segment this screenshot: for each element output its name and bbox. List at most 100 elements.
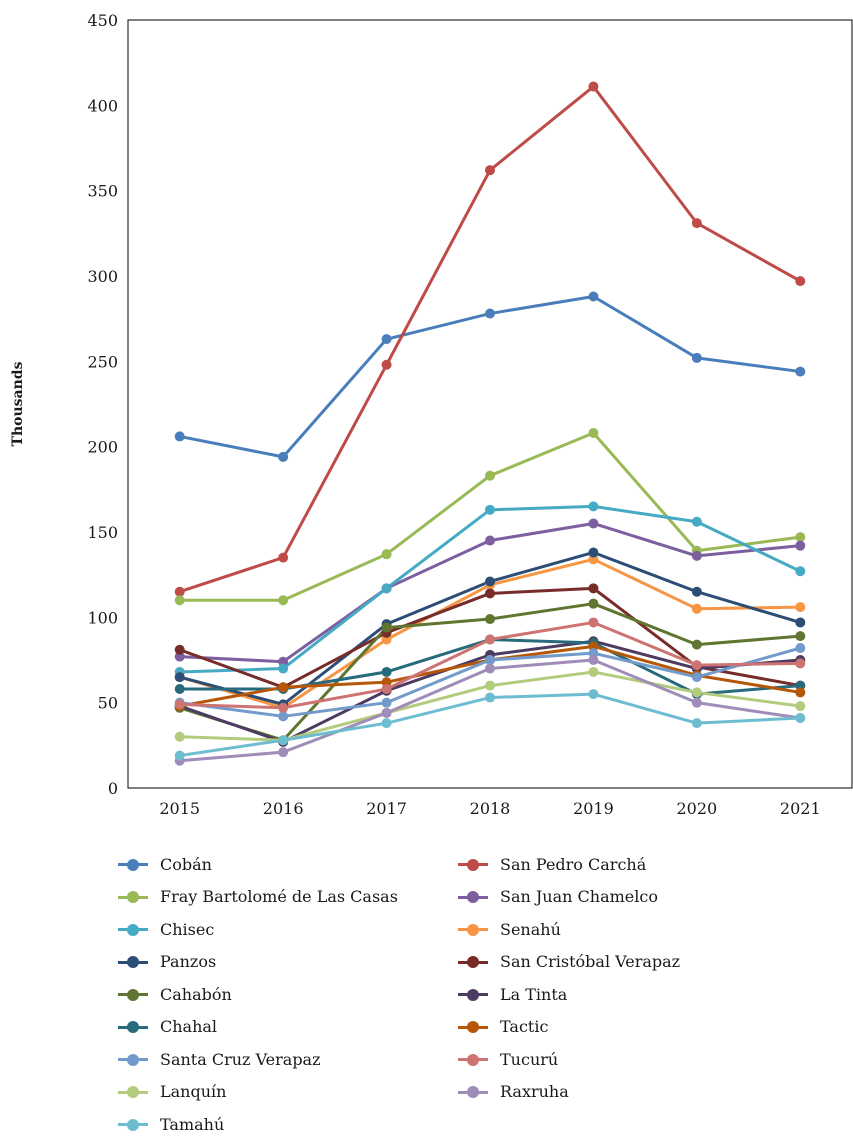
y-axis-ticks: 0 50 100 150 200 250 300 350 400 450: [87, 11, 118, 798]
data-point: [278, 663, 289, 674]
legend-label: Tactic: [500, 1017, 549, 1036]
series-line: [179, 294, 801, 459]
legend-item: Raxruha: [458, 1078, 798, 1106]
x-tick-label: 2015: [159, 799, 200, 818]
data-point: [485, 576, 495, 587]
legend-item: Cobán: [118, 850, 458, 878]
data-point: [485, 535, 495, 546]
legend-label: San Cristóbal Verapaz: [500, 952, 681, 971]
legend-swatch: [118, 890, 148, 904]
data-point: [381, 549, 392, 560]
legend-item: Senahú: [458, 915, 798, 943]
legend-item: Tucurú: [458, 1045, 798, 1073]
legend-label: San Juan Chamelco: [500, 887, 658, 906]
data-point: [381, 718, 392, 729]
data-point: [588, 689, 599, 700]
legend-item: Tactic: [458, 1013, 798, 1041]
data-point: [278, 747, 289, 758]
legend-item: Santa Cruz Verapaz: [118, 1045, 458, 1073]
data-point: [278, 702, 289, 713]
data-point: [588, 291, 599, 302]
data-point: [278, 711, 289, 722]
legend-label: Chahal: [160, 1017, 218, 1036]
data-point: [485, 692, 495, 703]
data-point: [588, 547, 599, 558]
data-point: [691, 352, 702, 363]
legend-label: Chisec: [160, 919, 215, 939]
y-tick-label: 350: [87, 182, 118, 201]
data-point: [381, 334, 392, 345]
data-point: [381, 359, 392, 370]
y-tick-label: 0: [108, 779, 118, 798]
legend-swatch: [118, 1052, 148, 1066]
legend-label: La Tinta: [500, 984, 568, 1004]
data-point: [278, 552, 289, 563]
data-point: [795, 687, 806, 698]
data-point: [381, 622, 392, 633]
data-point: [485, 470, 495, 481]
legend-swatch: [118, 857, 148, 871]
data-point: [588, 583, 599, 594]
plot-area-border: [127, 19, 853, 789]
data-point: [795, 366, 806, 377]
data-point: [278, 682, 289, 693]
data-point: [174, 595, 185, 606]
y-tick-label: 400: [87, 96, 118, 115]
legend-label: San Pedro Carchá: [500, 854, 647, 874]
legend-label: Cobán: [160, 854, 212, 874]
data-point: [174, 586, 185, 597]
data-point: [588, 518, 599, 529]
series-line: [179, 431, 801, 602]
data-point: [795, 701, 806, 712]
data-point: [691, 660, 702, 671]
data-point: [588, 81, 599, 92]
legend-label: Panzos: [160, 952, 217, 971]
legend-label: Tamahú: [160, 1114, 225, 1134]
data-point: [485, 614, 495, 625]
x-tick-label: 2017: [366, 799, 407, 818]
legend-label: Senahú: [500, 919, 561, 939]
y-tick-label: 250: [87, 352, 118, 371]
data-point: [381, 583, 392, 594]
legend-label: Fray Bartolomé de Las Casas: [160, 887, 398, 906]
legend-swatch: [118, 1085, 148, 1099]
data-point: [381, 666, 392, 677]
legend-swatch: [118, 1020, 148, 1034]
x-axis-ticks: 2015 2016 2017 2018 2019 2020 2021: [159, 799, 820, 818]
data-point: [795, 540, 806, 551]
data-point: [691, 586, 702, 597]
series-points: [174, 81, 806, 766]
data-point: [691, 687, 702, 698]
data-point: [485, 504, 495, 515]
data-point: [588, 617, 599, 628]
y-tick-label: 150: [87, 523, 118, 542]
legend-swatch: [458, 857, 488, 871]
data-point: [485, 165, 495, 176]
x-tick-label: 2019: [573, 799, 614, 818]
legend-item: Chisec: [118, 915, 458, 943]
data-point: [485, 663, 495, 674]
legend-item: La Tinta: [458, 980, 798, 1008]
data-point: [588, 666, 599, 677]
legend-item: Chahal: [118, 1013, 458, 1041]
data-point: [588, 428, 599, 439]
legend-item: San Juan Chamelco: [458, 883, 798, 911]
data-point: [588, 501, 599, 512]
legend-swatch: [458, 1052, 488, 1066]
x-tick-label: 2018: [470, 799, 511, 818]
data-point: [485, 655, 495, 665]
legend-swatch: [458, 955, 488, 969]
data-point: [588, 598, 599, 609]
data-point: [795, 631, 806, 642]
y-axis-label: Thousands: [10, 361, 26, 446]
data-point: [174, 644, 185, 655]
y-tick-label: 50: [98, 694, 118, 713]
y-tick-label: 100: [87, 608, 118, 627]
data-point: [691, 639, 702, 650]
legend-item: Fray Bartolomé de Las Casas: [118, 883, 458, 911]
y-tick-label: 300: [87, 267, 118, 286]
legend-swatch: [458, 1085, 488, 1099]
legend-label: Lanquín: [160, 1082, 227, 1101]
data-point: [485, 588, 495, 599]
data-point: [795, 643, 806, 654]
